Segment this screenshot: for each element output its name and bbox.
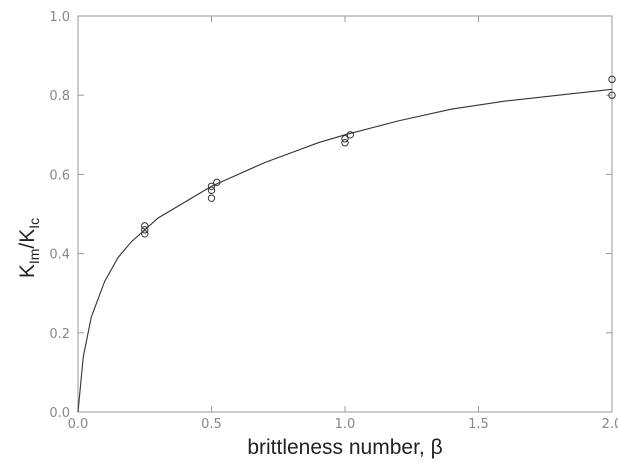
data-points-layer bbox=[141, 75, 616, 238]
y-axis-title-slash: / bbox=[16, 243, 39, 249]
data-point bbox=[141, 222, 149, 230]
x-tick-label: 1.0 bbox=[335, 417, 356, 432]
y-tick-label: 0.2 bbox=[49, 327, 70, 342]
y-tick-label: 1.0 bbox=[49, 10, 70, 25]
plot-area-border bbox=[77, 15, 613, 413]
y-axis-title-sub1: Im bbox=[26, 249, 42, 265]
data-point bbox=[141, 230, 149, 238]
data-point bbox=[207, 186, 216, 194]
data-point bbox=[341, 139, 349, 147]
x-tick-label: 0.0 bbox=[68, 417, 89, 432]
plot-frame bbox=[77, 15, 613, 413]
x-axis-ticks: 0.0 0.5 1.0 1.5 2.0 bbox=[68, 16, 618, 432]
data-point bbox=[207, 182, 216, 190]
y-tick-label: 0.8 bbox=[49, 89, 70, 104]
x-tick-label: 0.5 bbox=[201, 417, 222, 432]
y-axis-ticks: 0.0 0.2 0.4 0.6 0.8 1.0 bbox=[49, 10, 612, 421]
fitted-curve-layer bbox=[77, 88, 613, 413]
data-point bbox=[608, 91, 616, 99]
y-axis-title-sub2: Ic bbox=[26, 218, 42, 229]
data-point bbox=[213, 178, 221, 187]
fitted-curve bbox=[77, 88, 613, 413]
x-axis-title: brittleness number, β bbox=[247, 436, 442, 459]
x-tick-label: 2.0 bbox=[602, 417, 618, 432]
x-tick-label: 1.5 bbox=[468, 417, 489, 432]
data-point bbox=[346, 131, 355, 139]
y-tick-label: 0.6 bbox=[49, 168, 70, 183]
data-point bbox=[341, 135, 349, 143]
y-axis-title-k2: K bbox=[16, 229, 39, 243]
y-axis-title: KIm/KIc bbox=[16, 218, 42, 278]
data-point bbox=[141, 226, 149, 234]
y-tick-label: 0.4 bbox=[49, 248, 70, 263]
y-axis-title-k1: K bbox=[16, 264, 39, 278]
data-point bbox=[207, 194, 216, 202]
data-point bbox=[608, 75, 616, 84]
y-tick-label: 0.0 bbox=[49, 406, 70, 421]
